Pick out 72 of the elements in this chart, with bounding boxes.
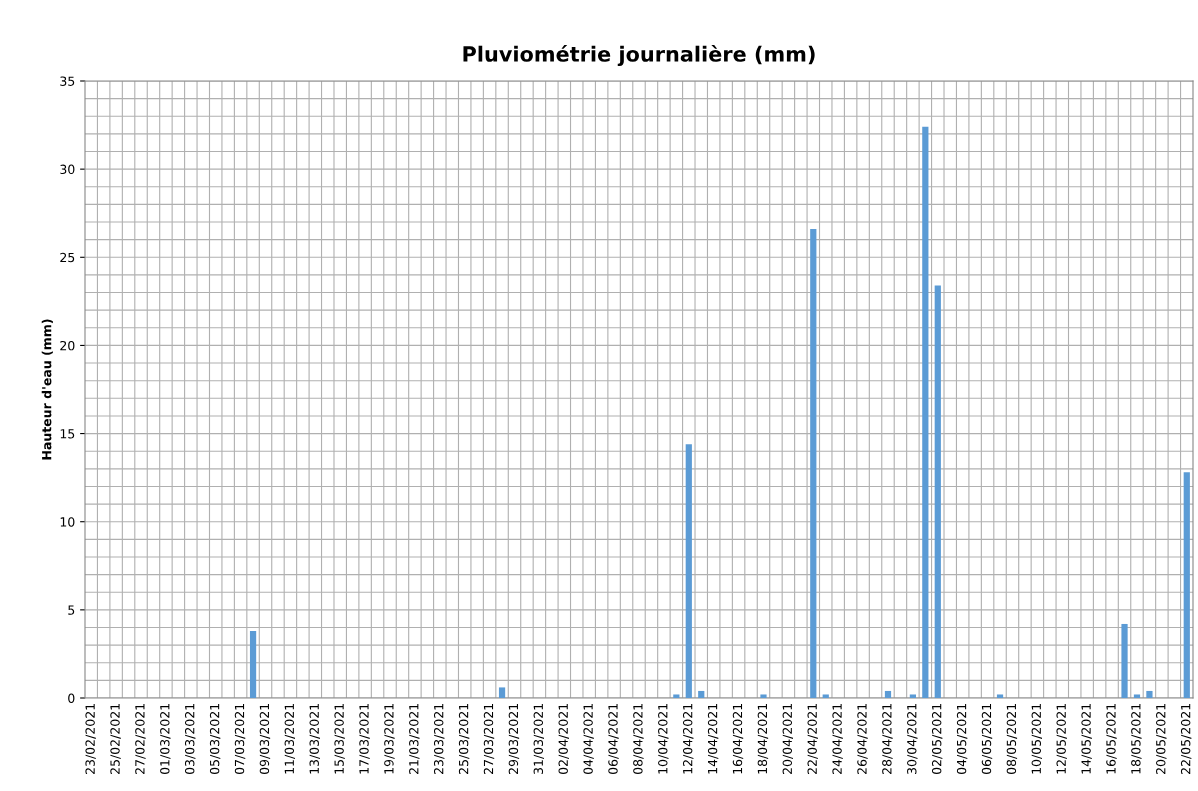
x-tick-label: 25/02/2021 [110, 704, 121, 774]
x-tick-label: 29/03/2021 [508, 704, 520, 774]
x-tick-label: 01/03/2021 [160, 704, 171, 775]
x-tick-label: 21/03/2021 [409, 704, 420, 774]
y-tick-label: 25 [60, 252, 75, 263]
x-tick-label: 16/05/2021 [1106, 704, 1117, 774]
x-tick-label: 11/03/2021 [284, 704, 296, 774]
x-tick-label: 20/05/2021 [1156, 704, 1167, 774]
y-axis-title: Hauteur d'eau (mm) [41, 319, 53, 460]
x-tick-label: 13/03/2021 [309, 704, 320, 774]
x-tick-label: 12/05/2021 [1056, 704, 1067, 774]
y-tick-label: 0 [68, 693, 75, 703]
bar [249, 631, 257, 698]
x-tick-label: 27/03/2021 [483, 704, 495, 774]
bar [498, 687, 506, 698]
x-tick-label: 03/03/2021 [184, 704, 196, 775]
x-tick-label: 24/04/2021 [832, 704, 843, 774]
x-tick-label: 07/03/2021 [234, 704, 246, 775]
x-tick-label: 27/02/2021 [135, 704, 146, 774]
x-tick-label: 08/05/2021 [1006, 704, 1018, 775]
x-tick-label: 14/04/2021 [707, 704, 719, 774]
x-tick-label: 10/04/2021 [658, 704, 669, 774]
x-tick-label: 02/05/2021 [931, 704, 943, 775]
bar [685, 444, 692, 698]
x-tick-label: 04/04/2021 [583, 704, 594, 775]
bar [822, 694, 829, 698]
x-tick-label: 16/04/2021 [732, 704, 744, 774]
x-tick-label: 23/03/2021 [433, 704, 445, 774]
bar [760, 694, 767, 698]
bar [1146, 690, 1153, 698]
x-tick-label: 28/04/2021 [882, 704, 893, 774]
bar [1121, 623, 1128, 698]
x-tick-label: 20/04/2021 [782, 704, 793, 774]
x-tick-label: 25/03/2021 [458, 704, 470, 774]
y-tick-label: 20 [60, 340, 75, 351]
x-tick-label: 31/03/2021 [533, 704, 545, 774]
x-tick-label: 15/03/2021 [334, 704, 345, 774]
bar [673, 694, 680, 698]
x-tick-label: 23/02/2021 [85, 704, 96, 774]
x-tick-label: 06/04/2021 [608, 704, 619, 775]
bar [934, 285, 941, 698]
x-tick-label: 06/05/2021 [981, 704, 993, 775]
y-tick-label: 5 [68, 605, 75, 615]
bar [996, 694, 1004, 698]
x-tick-label: 09/03/2021 [259, 704, 271, 775]
bar [1133, 694, 1141, 698]
y-tick-label: 15 [60, 429, 75, 439]
x-tick-label: 10/05/2021 [1031, 704, 1042, 774]
y-tick-label: 30 [60, 164, 75, 175]
bar [698, 690, 705, 698]
x-tick-label: 18/05/2021 [1131, 704, 1142, 774]
x-tick-label: 14/05/2021 [1081, 704, 1092, 774]
bar [884, 690, 892, 698]
x-tick-label: 05/03/2021 [209, 704, 221, 775]
x-tick-label: 02/04/2021 [558, 704, 569, 775]
x-tick-label: 22/04/2021 [807, 704, 818, 774]
x-tick-label: 12/04/2021 [682, 704, 694, 774]
bar [810, 229, 817, 698]
bar [1183, 472, 1190, 698]
bar [922, 126, 929, 698]
y-tick-label: 35 [60, 76, 75, 86]
x-tick-label: 04/05/2021 [956, 704, 968, 775]
y-tick-label: 10 [60, 517, 75, 527]
x-tick-label: 22/05/2021 [1180, 704, 1192, 774]
x-tick-label: 08/04/2021 [633, 704, 644, 775]
chart-title: Pluviométrie journalière (mm) [463, 44, 815, 67]
x-tick-label: 26/04/2021 [857, 704, 868, 774]
bar [909, 694, 916, 698]
x-tick-label: 30/04/2021 [907, 704, 918, 774]
x-tick-label: 19/03/2021 [384, 704, 395, 774]
x-tick-label: 18/04/2021 [757, 704, 769, 774]
x-tick-label: 17/03/2021 [359, 704, 370, 774]
